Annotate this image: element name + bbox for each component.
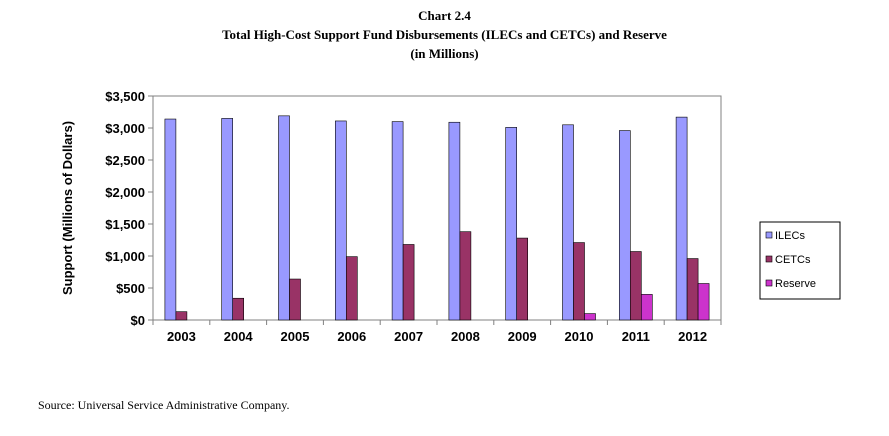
bar-ilecs-2003 bbox=[164, 118, 177, 321]
bar-cetcs-2012 bbox=[686, 258, 699, 321]
bar-cetcs-2008 bbox=[459, 231, 472, 321]
chart-units-note: (in Millions) bbox=[410, 46, 479, 61]
bar-ilecs-2012 bbox=[675, 116, 688, 321]
x-tick-label: 2006 bbox=[337, 329, 366, 344]
legend bbox=[759, 221, 841, 300]
y-axis-label: Support (Millions of Dollars) bbox=[60, 121, 75, 295]
bar-cetcs-2006 bbox=[345, 256, 358, 321]
x-tick-label: 2003 bbox=[167, 329, 196, 344]
legend-swatch-cetcs bbox=[765, 255, 773, 263]
y-tick-label: $3,000 bbox=[105, 121, 145, 136]
source-note: Source: Universal Service Administrative… bbox=[38, 398, 290, 412]
bar-cetcs-2010 bbox=[573, 242, 585, 321]
y-tick-label: $2,500 bbox=[105, 153, 145, 168]
legend-label-reserve: Reserve bbox=[775, 278, 816, 290]
legend-swatch-reserve bbox=[765, 279, 773, 287]
legend-swatch-ilecs bbox=[765, 231, 773, 239]
x-tick-label: 2011 bbox=[622, 329, 650, 344]
chart-title: Chart 2.4 bbox=[418, 8, 471, 23]
bar-reserve-2011 bbox=[640, 294, 653, 321]
bar-ilecs-2008 bbox=[448, 121, 461, 321]
bar-cetcs-2004 bbox=[232, 297, 244, 321]
x-tick-label: 2009 bbox=[508, 329, 537, 344]
legend-label-ilecs: ILECs bbox=[775, 230, 805, 242]
bar-reserve-2012 bbox=[697, 283, 710, 321]
x-tick-label: 2012 bbox=[678, 329, 707, 344]
bar-ilecs-2011 bbox=[618, 130, 631, 321]
bar-ilecs-2004 bbox=[221, 118, 233, 321]
y-tick-label: $0 bbox=[131, 313, 145, 328]
legend-label-cetcs: CETCs bbox=[775, 254, 811, 266]
bar-cetcs-2003 bbox=[175, 311, 188, 321]
bar-cetcs-2007 bbox=[402, 244, 415, 321]
x-tick-label: 2008 bbox=[451, 329, 480, 344]
bar-cetcs-2005 bbox=[289, 278, 301, 321]
bar-ilecs-2010 bbox=[562, 124, 574, 321]
bar-ilecs-2009 bbox=[505, 127, 518, 321]
x-tick-label: 2007 bbox=[394, 329, 423, 344]
y-tick-label: $1,000 bbox=[105, 249, 145, 264]
bar-cetcs-2009 bbox=[516, 237, 529, 321]
bar-reserve-2010 bbox=[584, 313, 596, 321]
y-tick-label: $500 bbox=[116, 281, 145, 296]
bar-cetcs-2011 bbox=[629, 251, 642, 321]
x-tick-label: 2010 bbox=[565, 329, 594, 344]
x-tick-label: 2005 bbox=[281, 329, 310, 344]
bar-ilecs-2007 bbox=[391, 121, 404, 321]
bar-ilecs-2006 bbox=[334, 120, 347, 321]
y-tick-label: $2,000 bbox=[105, 185, 145, 200]
y-tick-label: $1,500 bbox=[105, 217, 145, 232]
bar-ilecs-2005 bbox=[278, 115, 290, 321]
x-tick-label: 2004 bbox=[224, 329, 254, 344]
y-tick-label: $3,500 bbox=[105, 89, 145, 104]
chart-subtitle: Total High-Cost Support Fund Disbursemen… bbox=[222, 27, 667, 42]
